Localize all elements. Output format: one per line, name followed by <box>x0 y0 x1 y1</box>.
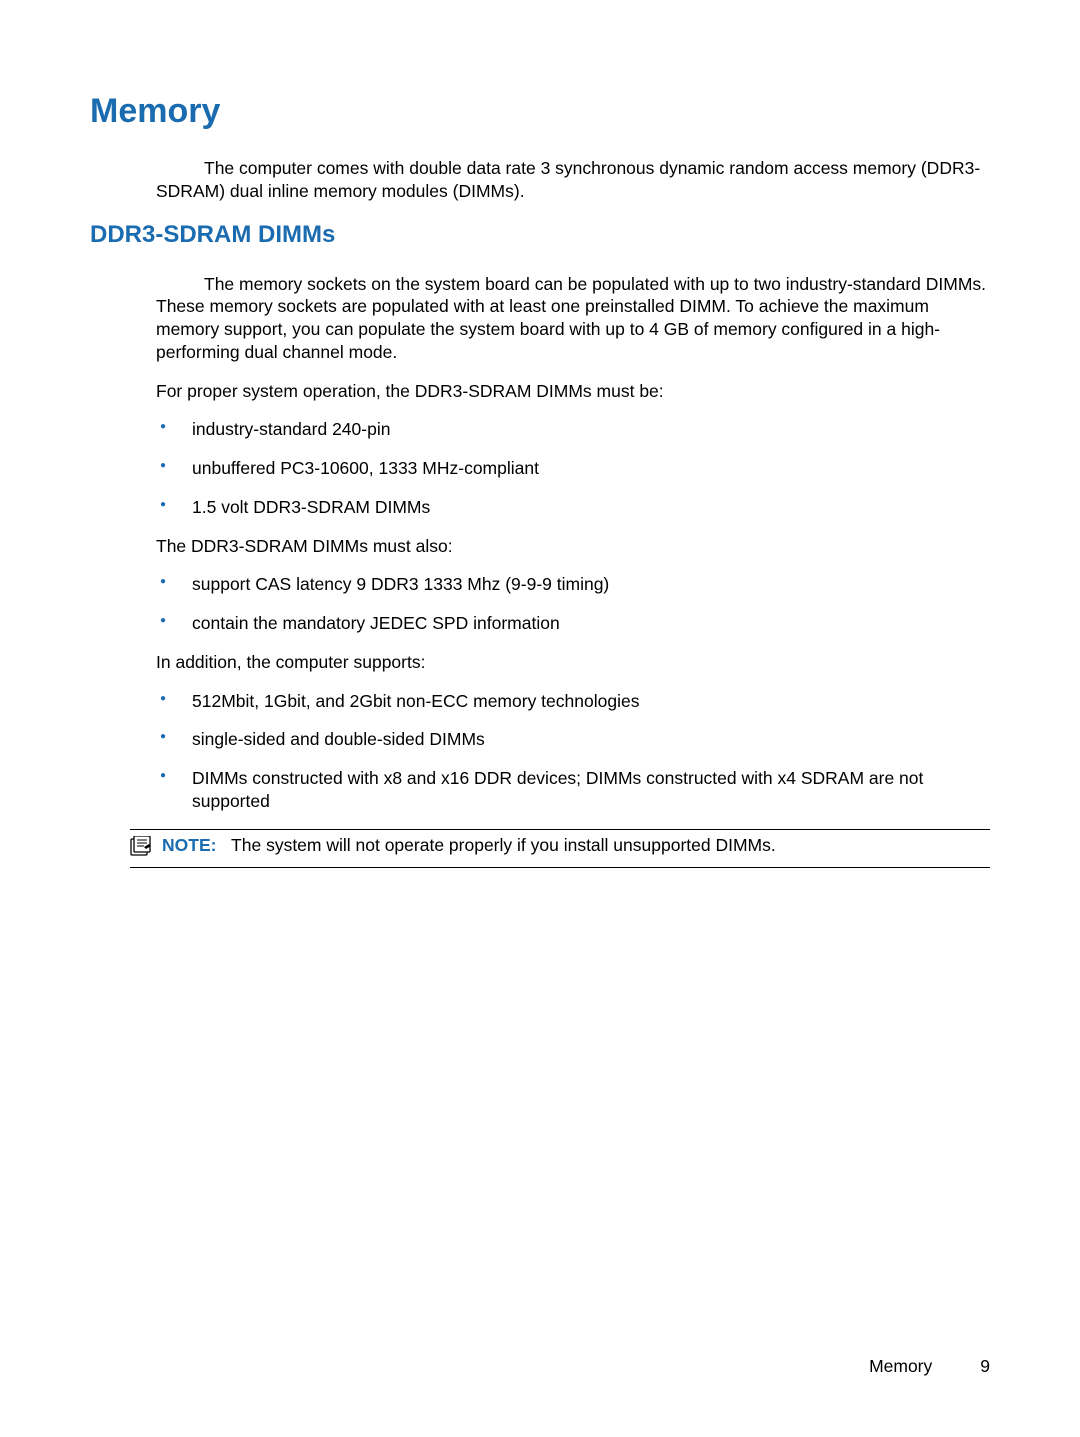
note-body: The system will not operate properly if … <box>231 835 776 855</box>
note-label: NOTE: <box>162 835 216 855</box>
bullet-list-2: support CAS latency 9 DDR3 1333 Mhz (9-9… <box>156 573 990 635</box>
list-item: industry-standard 240-pin <box>156 418 990 441</box>
page-footer: Memory 9 <box>869 1356 990 1377</box>
intro-block: The computer comes with double data rate… <box>156 157 990 203</box>
heading-memory: Memory <box>90 92 990 131</box>
section-body: The memory sockets on the system board c… <box>156 273 990 813</box>
paragraph-3: The DDR3-SDRAM DIMMs must also: <box>156 535 990 558</box>
list-item: 512Mbit, 1Gbit, and 2Gbit non-ECC memory… <box>156 690 990 713</box>
intro-paragraph: The computer comes with double data rate… <box>156 157 990 203</box>
paragraph-1: The memory sockets on the system board c… <box>156 273 990 364</box>
footer-page-number: 9 <box>980 1356 990 1377</box>
document-page: Memory The computer comes with double da… <box>0 0 1080 868</box>
note-callout: NOTE: The system will not operate proper… <box>130 829 990 868</box>
bullet-list-3: 512Mbit, 1Gbit, and 2Gbit non-ECC memory… <box>156 690 990 813</box>
paragraph-2: For proper system operation, the DDR3-SD… <box>156 380 990 403</box>
footer-section-name: Memory <box>869 1356 932 1377</box>
note-text: NOTE: The system will not operate proper… <box>162 834 776 857</box>
list-item: support CAS latency 9 DDR3 1333 Mhz (9-9… <box>156 573 990 596</box>
list-item: unbuffered PC3-10600, 1333 MHz-compliant <box>156 457 990 480</box>
list-item: single-sided and double-sided DIMMs <box>156 728 990 751</box>
list-item: contain the mandatory JEDEC SPD informat… <box>156 612 990 635</box>
paragraph-4: In addition, the computer supports: <box>156 651 990 674</box>
list-item: DIMMs constructed with x8 and x16 DDR de… <box>156 767 990 813</box>
note-icon <box>130 836 152 861</box>
heading-ddr3-sdram-dimms: DDR3-SDRAM DIMMs <box>90 221 990 249</box>
list-item: 1.5 volt DDR3-SDRAM DIMMs <box>156 496 990 519</box>
bullet-list-1: industry-standard 240-pin unbuffered PC3… <box>156 418 990 518</box>
